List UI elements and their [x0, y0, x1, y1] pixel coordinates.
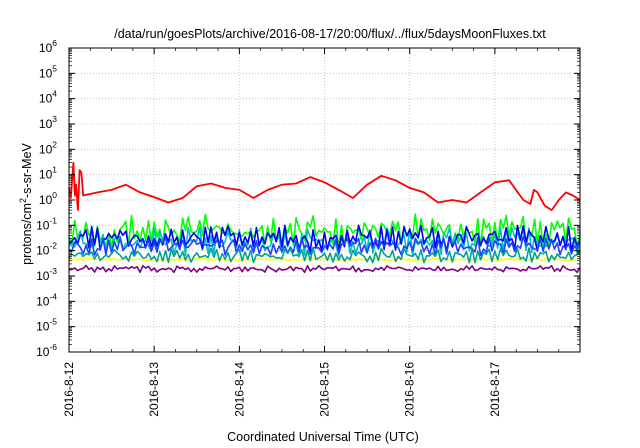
- series-line: [68, 247, 581, 264]
- x-axis-label: Coordinated Universal Time (UTC): [227, 430, 419, 444]
- y-tick-label: 10-4: [36, 291, 57, 308]
- y-tick-base: 10: [36, 244, 50, 258]
- series-line: [68, 257, 581, 262]
- x-tick-label: 2016-8-16: [403, 362, 417, 417]
- x-tick-label: 2016-8-13: [147, 362, 161, 417]
- y-axis-label-main: protons/cm: [20, 203, 34, 265]
- y-axis-label-rest: -s-sr-MeV: [20, 142, 34, 198]
- series-line: [68, 161, 581, 211]
- y-tick-label: 100: [39, 190, 57, 207]
- y-tick-exponent: 6: [52, 38, 57, 48]
- y-tick-label: 103: [39, 114, 57, 131]
- y-tick-exponent: -4: [49, 291, 57, 301]
- y-tick-labels: 10610510410310210110010-110-210-310-410-…: [36, 38, 57, 359]
- chart-title: /data/run/goesPlots/archive/2016-08-17/2…: [114, 27, 546, 41]
- y-tick-base: 10: [36, 218, 50, 232]
- y-tick-base: 10: [39, 193, 53, 207]
- y-tick-base: 10: [39, 66, 53, 80]
- x-tick-label: 2016-8-12: [62, 362, 76, 417]
- series-line: [68, 213, 581, 249]
- y-tick-exponent: -3: [49, 266, 57, 276]
- y-tick-label: 10-5: [36, 317, 57, 334]
- y-tick-base: 10: [39, 117, 53, 131]
- y-tick-label: 10-2: [36, 241, 57, 258]
- y-tick-label: 10-6: [36, 342, 57, 359]
- y-tick-exponent: 0: [52, 190, 57, 200]
- y-tick-label: 10-1: [36, 215, 57, 232]
- y-tick-base: 10: [36, 345, 50, 359]
- y-tick-exponent: -2: [49, 241, 57, 251]
- y-tick-label: 102: [39, 139, 57, 156]
- y-axis-label-sup: 2: [18, 198, 28, 203]
- y-tick-exponent: 2: [52, 139, 57, 149]
- y-tick-exponent: 4: [52, 89, 57, 99]
- y-tick-base: 10: [36, 269, 50, 283]
- x-tick-label: 2016-8-17: [488, 362, 502, 417]
- x-tick-labels: 2016-8-12 2016-8-13 2016-8-14 2016-8-15 2016…: [62, 362, 502, 417]
- y-tick-base: 10: [39, 168, 53, 182]
- y-tick-base: 10: [36, 320, 50, 334]
- y-tick-base: 10: [39, 142, 53, 156]
- y-tick-base: 10: [36, 294, 50, 308]
- y-tick-base: 10: [39, 92, 53, 106]
- plot-area: [68, 47, 581, 353]
- y-tick-exponent: 1: [52, 165, 57, 175]
- y-tick-label: 105: [39, 63, 57, 80]
- y-tick-exponent: -5: [49, 317, 57, 327]
- y-tick-label: 104: [39, 89, 57, 106]
- grid: [69, 48, 580, 352]
- series-line: [68, 264, 581, 274]
- ticks: [68, 47, 580, 353]
- y-tick-base: 10: [39, 41, 53, 55]
- series-line: [68, 235, 581, 257]
- series-line: [68, 224, 581, 252]
- x-tick-label: 2016-8-14: [232, 362, 246, 417]
- y-tick-label: 101: [39, 165, 57, 182]
- series-layer: [68, 161, 581, 274]
- y-tick-exponent: -6: [49, 342, 57, 352]
- y-tick-exponent: 5: [52, 63, 57, 73]
- y-tick-label: 106: [39, 38, 57, 55]
- y-tick-label: 10-3: [36, 266, 57, 283]
- x-tick-label: 2016-8-15: [318, 362, 332, 417]
- y-tick-exponent: -1: [49, 215, 57, 225]
- y-tick-exponent: 3: [52, 114, 57, 124]
- y-axis-label: protons/cm2-s-sr-MeV: [18, 142, 34, 264]
